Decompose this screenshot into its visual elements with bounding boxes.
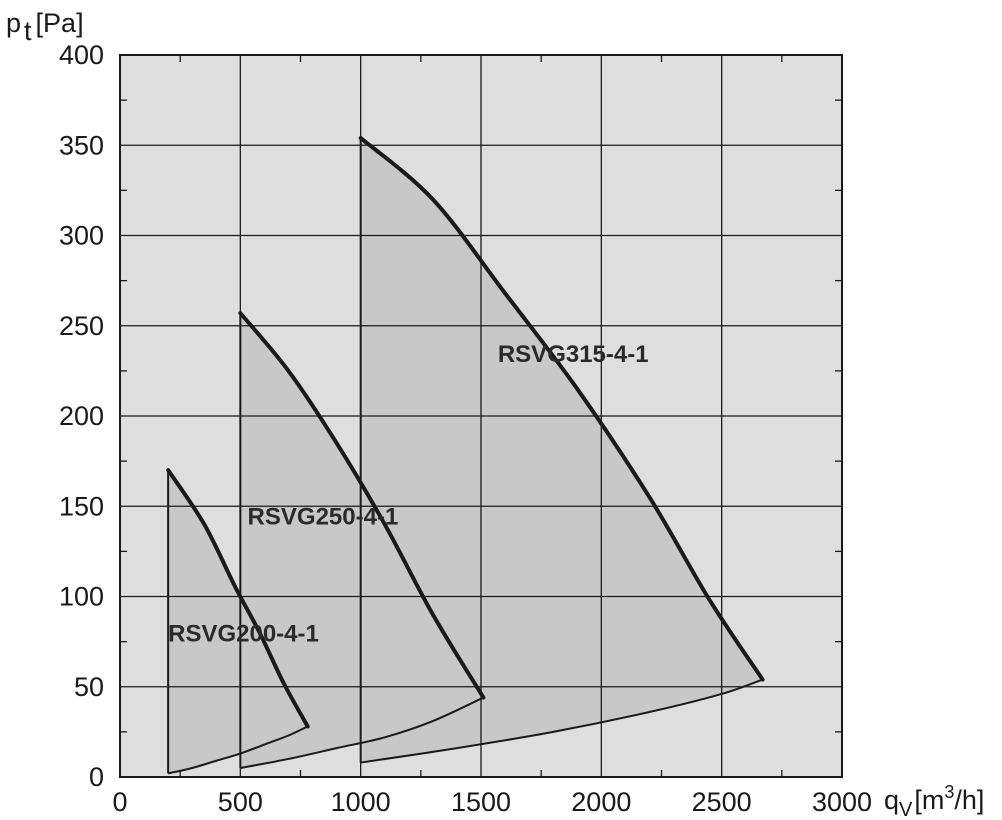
x-tick-label: 3000 [812,787,872,817]
x-axis-unit-prefix: [m [914,785,944,815]
x-tick-label: 2500 [692,787,752,817]
x-axis-superscript: 3 [944,782,954,802]
plot-frame [119,54,843,778]
y-axis-subscript: t [24,16,32,46]
plot-border [119,54,843,778]
x-tick-labels: 0 500 1000 1500 2000 2500 3000 [112,787,872,817]
y-axis-label: p t [Pa] [6,8,84,46]
series-label-rsvg250-4-1: RSVG250-4-1 [248,503,399,530]
y-tick-label: 50 [74,672,104,702]
y-tick-label: 100 [59,582,104,612]
y-axis-symbol: p [6,8,21,38]
region-rsvg315-4-1 [360,138,763,763]
series-label-rsvg315-4-1: RSVG315-4-1 [498,341,649,368]
upper-curve-rsvg200-4-1 [166,468,310,729]
y-tick-label: 0 [89,762,104,792]
x-axis-subscript: V [899,799,913,820]
series-labels: RSVG200-4-1 RSVG250-4-1 RSVG315-4-1 [168,341,648,648]
series-label-rsvg200-4-1: RSVG200-4-1 [168,621,319,648]
fan-curves [166,136,765,775]
x-tick-label: 1000 [331,787,391,817]
y-tick-label: 300 [59,221,104,251]
y-tick-label: 150 [59,491,104,521]
y-axis-unit: [Pa] [36,8,84,38]
x-tick-label: 2000 [571,787,631,817]
upper-curve-rsvg315-4-1 [358,136,765,682]
minor-ticks [120,55,842,777]
x-tick-label: 1500 [451,787,511,817]
x-tick-label: 0 [112,787,127,817]
lower-curve-rsvg315-4-1 [360,678,763,764]
x-tick-label: 500 [218,787,263,817]
y-tick-label: 400 [59,40,104,70]
y-tick-labels: 0 50 100 150 200 250 300 350 400 [59,40,104,792]
y-tick-label: 250 [59,311,104,341]
x-axis-label: qV[m3/h] [884,782,984,820]
x-axis-unit-suffix: /h] [954,785,984,815]
x-axis-symbol: q [884,785,899,815]
y-tick-label: 350 [59,130,104,160]
y-tick-label: 200 [59,401,104,431]
fan-regions [168,138,763,774]
upper-curve-rsvg250-4-1 [238,311,486,700]
